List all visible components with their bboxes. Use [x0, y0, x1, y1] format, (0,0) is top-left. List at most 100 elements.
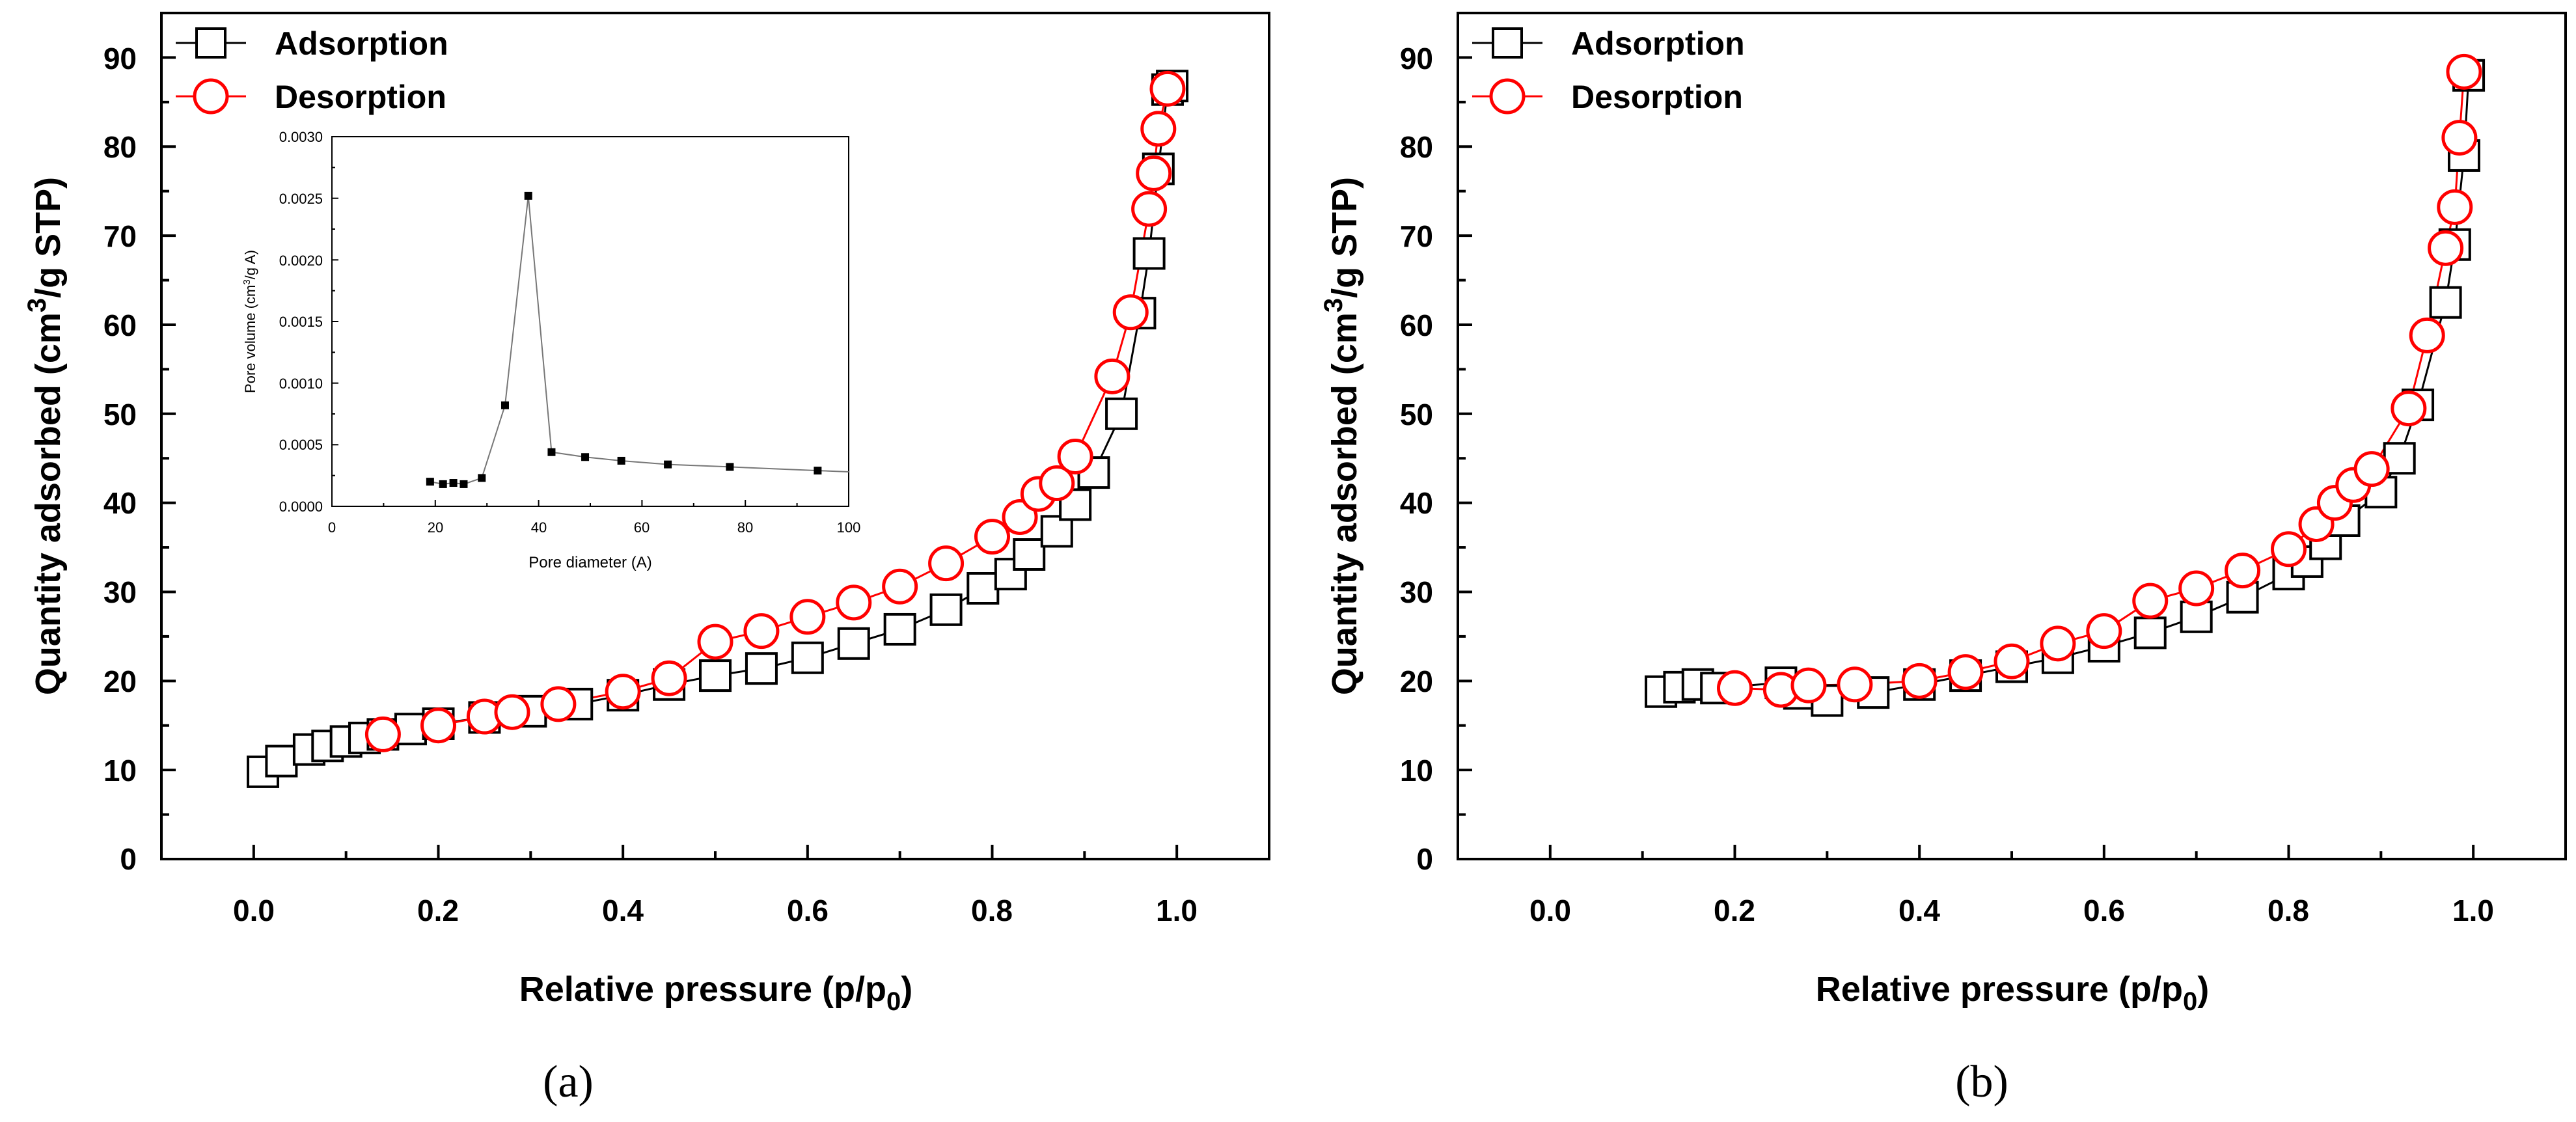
desorption-point	[2353, 451, 2390, 487]
desorption-point	[2271, 531, 2307, 568]
y-tick-label: 60	[1400, 308, 1433, 342]
adsorption-point	[929, 593, 963, 626]
desorption-point	[1947, 654, 1984, 691]
inset-x-tick-label: 0	[328, 519, 336, 536]
legend-label-desorption: Desorption	[275, 79, 446, 115]
axis-ticks-b	[1457, 12, 2567, 860]
series-markers-b	[1645, 53, 2486, 717]
desorption-point	[1131, 191, 1168, 227]
x-tick-label: 0.4	[602, 894, 644, 927]
inset-x-tick-label: 100	[837, 519, 861, 536]
inset-y-tick-label: 0.0020	[279, 253, 323, 269]
pore-volume-point	[478, 474, 486, 482]
legend-square-marker	[1492, 27, 1523, 59]
adsorption-point	[837, 627, 870, 660]
desorption-point	[1994, 643, 2030, 679]
y-tick-label: 70	[103, 219, 137, 253]
x-tick-label: 0.2	[417, 894, 459, 927]
pore-volume-point	[439, 480, 447, 488]
y-tick-label: 40	[103, 486, 137, 520]
adsorption-point	[883, 612, 916, 646]
adsorption-point	[1132, 237, 1166, 270]
x-tick-label: 1.0	[2452, 894, 2494, 927]
desorption-point	[1094, 358, 1130, 394]
desorption-point	[494, 694, 530, 730]
desorption-point	[1149, 70, 1186, 107]
desorption-point	[928, 545, 965, 582]
desorption-point	[2441, 120, 2478, 156]
pore-volume-point	[664, 460, 672, 469]
desorption-point	[1136, 155, 1172, 191]
adsorption-point	[1105, 397, 1138, 430]
y-tick-label: 80	[1400, 130, 1433, 164]
y-tick-label: 20	[103, 664, 137, 698]
desorption-point	[2409, 317, 2445, 353]
inset-x-tick-label: 20	[428, 519, 443, 536]
desorption-point	[1837, 666, 1873, 703]
y-tick-label: 70	[1400, 219, 1433, 253]
x-tick-label: 0.4	[1898, 894, 1940, 927]
pore-volume-point	[524, 191, 532, 200]
inset-x-tick-label: 60	[634, 519, 650, 536]
x-tick-label: 0.2	[1714, 894, 1755, 927]
legend-a: Adsorption Desorption	[176, 25, 448, 115]
x-tick-label: 0.6	[2083, 894, 2125, 927]
desorption-point	[2225, 553, 2261, 589]
y-tick-label: 80	[103, 130, 137, 164]
desorption-point	[743, 613, 780, 650]
inset-y-axis-title: Pore volume (cm3/g A)	[241, 250, 258, 393]
desorption-point	[1901, 663, 1938, 699]
x-tick-label: 1.0	[1156, 894, 1198, 927]
inset-frame	[331, 136, 849, 507]
adsorption-point	[265, 745, 298, 778]
desorption-point	[1057, 438, 1093, 474]
desorption-point	[1002, 499, 1038, 536]
desorption-point	[1140, 111, 1177, 147]
adsorption-point	[1040, 515, 1073, 548]
desorption-point	[2446, 53, 2482, 90]
pore-volume-point	[581, 453, 590, 461]
y-tick-label: 50	[1400, 398, 1433, 431]
pore-volume-point	[500, 401, 509, 409]
legend-b: Adsorption Desorption	[1472, 25, 1745, 115]
inset-y-tick-label: 0.0025	[279, 191, 323, 207]
adsorption-point	[966, 572, 1000, 605]
pore-volume-point	[459, 480, 468, 488]
adsorption-point	[2133, 616, 2167, 650]
desorption-point	[1112, 294, 1149, 331]
adsorption-point	[745, 652, 778, 685]
y-tick-label: 90	[1400, 42, 1433, 75]
inset-x-tick-label: 40	[531, 519, 547, 536]
pore-volume-point	[449, 479, 458, 487]
x-tick-label: 0.0	[233, 894, 275, 927]
chart-panel-b: 0 10 20 30 40 50 60 70 80 90 0.0 0.2 0.4…	[1319, 12, 2567, 1107]
y-axis-title: Quantity adsorbed (cm3/g STP)	[1319, 177, 1364, 695]
pore-volume-point	[426, 478, 434, 486]
desorption-point	[697, 623, 733, 660]
desorption-point	[2178, 570, 2215, 607]
desorption-point	[882, 568, 918, 605]
inset-y-tick-label: 0.0030	[279, 129, 323, 145]
desorption-point	[2428, 230, 2464, 266]
axis-ticks-a	[160, 12, 1270, 860]
desorption-point	[651, 660, 687, 696]
y-tick-label: 60	[103, 308, 137, 342]
adsorption-point	[699, 659, 732, 692]
pore-volume-point	[617, 456, 625, 465]
pore-volume-point	[814, 467, 822, 475]
inset-y-tick-label: 0.0010	[279, 376, 323, 392]
y-tick-label: 10	[103, 754, 137, 787]
x-tick-label: 0.8	[2268, 894, 2309, 927]
x-axis-title: Relative pressure (p/p0)	[519, 970, 912, 1016]
x-tick-label: 0.0	[1529, 894, 1571, 927]
x-axis-title: Relative pressure (p/p0)	[1816, 970, 2209, 1016]
adsorption-point	[1013, 538, 1046, 571]
legend-label-adsorption: Adsorption	[275, 25, 448, 62]
inset-chart: 0.0000 0.0005 0.0010 0.0015 0.0020 0.002…	[241, 129, 860, 571]
legend-square-marker	[195, 27, 226, 59]
desorption-point	[974, 519, 1010, 555]
y-tick-label: 40	[1400, 486, 1433, 520]
pore-volume-point	[726, 463, 734, 471]
adsorption-point	[2180, 600, 2213, 633]
y-tick-label: 10	[1400, 754, 1433, 787]
